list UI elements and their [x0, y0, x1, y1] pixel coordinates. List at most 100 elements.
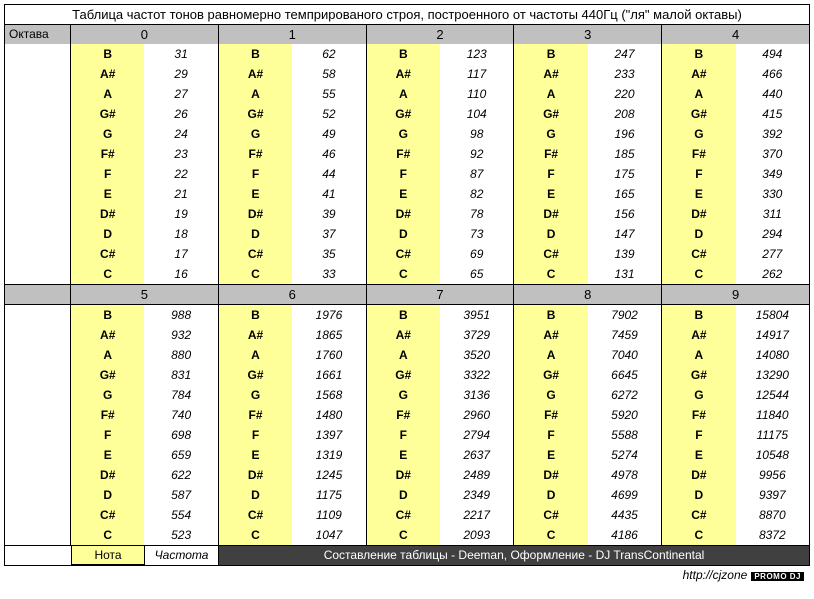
note-row: B15804	[662, 305, 809, 325]
note-cell: B	[514, 305, 587, 325]
frequency-table: Таблица частот тонов равномерно темприро…	[4, 4, 810, 566]
note-cell: C#	[662, 244, 735, 264]
freq-cell: 16	[144, 264, 217, 284]
freq-cell: 6645	[588, 365, 661, 385]
note-cell: G	[367, 124, 440, 144]
note-row: D#622	[71, 465, 218, 485]
freq-cell: 262	[736, 264, 809, 284]
freq-cell: 69	[440, 244, 513, 264]
note-cell: F	[71, 425, 144, 445]
note-cell: C#	[514, 505, 587, 525]
note-cell: A	[71, 345, 144, 365]
note-row: F#92	[367, 144, 514, 164]
freq-cell: 46	[292, 144, 365, 164]
freq-cell: 1397	[292, 425, 365, 445]
freq-cell: 98	[440, 124, 513, 144]
freq-cell: 233	[588, 64, 661, 84]
note-cell: F	[219, 164, 292, 184]
octave-column: B15804A#14917A14080G#13290G12544F#11840F…	[662, 305, 809, 545]
freq-cell: 2489	[440, 465, 513, 485]
note-row: E10548	[662, 445, 809, 465]
note-row: A55	[219, 84, 366, 104]
note-row: F#23	[71, 144, 218, 164]
freq-cell: 19	[144, 204, 217, 224]
note-cell: C	[514, 264, 587, 284]
freq-cell: 23	[144, 144, 217, 164]
octave-column: B1976A#1865A1760G#1661G1568F#1480F1397E1…	[219, 305, 367, 545]
note-cell: B	[71, 44, 144, 64]
note-cell: F#	[219, 405, 292, 425]
note-cell: E	[514, 445, 587, 465]
freq-cell: 26	[144, 104, 217, 124]
note-row: D294	[662, 224, 809, 244]
note-row: E659	[71, 445, 218, 465]
freq-cell: 440	[736, 84, 809, 104]
freq-cell: 17	[144, 244, 217, 264]
freq-cell: 29	[144, 64, 217, 84]
note-row: E165	[514, 184, 661, 204]
freq-cell: 92	[440, 144, 513, 164]
top-octave-header: Октава 0 1 2 3 4	[5, 25, 809, 44]
freq-cell: 831	[144, 365, 217, 385]
freq-cell: 21	[144, 184, 217, 204]
freq-cell: 41	[292, 184, 365, 204]
note-row: A14080	[662, 345, 809, 365]
note-row: D#1245	[219, 465, 366, 485]
octave-0: 0	[71, 25, 219, 44]
note-cell: C#	[367, 244, 440, 264]
note-cell: E	[71, 445, 144, 465]
freq-cell: 58	[292, 64, 365, 84]
freq-cell: 1568	[292, 385, 365, 405]
freq-cell: 175	[588, 164, 661, 184]
freq-cell: 3951	[440, 305, 513, 325]
note-cell: F	[514, 164, 587, 184]
note-cell: G	[367, 385, 440, 405]
legend-note: Нота	[71, 546, 145, 565]
freq-cell: 1760	[292, 345, 365, 365]
octave-9: 9	[662, 285, 809, 304]
freq-cell: 73	[440, 224, 513, 244]
freq-cell: 22	[144, 164, 217, 184]
freq-cell: 39	[292, 204, 365, 224]
note-cell: G	[662, 385, 735, 405]
note-cell: G#	[662, 365, 735, 385]
freq-cell: 5920	[588, 405, 661, 425]
freq-cell: 1245	[292, 465, 365, 485]
note-row: D4699	[514, 485, 661, 505]
note-cell: D#	[662, 465, 735, 485]
note-cell: G	[514, 385, 587, 405]
note-row: D#4978	[514, 465, 661, 485]
note-row: C33	[219, 264, 366, 284]
note-row: E21	[71, 184, 218, 204]
freq-cell: 11175	[736, 425, 809, 445]
freq-cell: 131	[588, 264, 661, 284]
gutter	[5, 44, 71, 284]
note-row: F#2960	[367, 405, 514, 425]
note-row: A#932	[71, 325, 218, 345]
freq-cell: 1109	[292, 505, 365, 525]
note-cell: A#	[662, 325, 735, 345]
note-row: A27	[71, 84, 218, 104]
note-cell: C#	[219, 244, 292, 264]
freq-cell: 139	[588, 244, 661, 264]
note-row: A7040	[514, 345, 661, 365]
note-cell: A	[219, 84, 292, 104]
octave-5: 5	[71, 285, 219, 304]
note-cell: D	[219, 224, 292, 244]
note-cell: C#	[662, 505, 735, 525]
note-row: C523	[71, 525, 218, 545]
note-row: B494	[662, 44, 809, 64]
freq-cell: 1865	[292, 325, 365, 345]
note-row: F#5920	[514, 405, 661, 425]
note-row: C#277	[662, 244, 809, 264]
note-cell: G	[514, 124, 587, 144]
note-cell: D#	[514, 204, 587, 224]
note-row: B1976	[219, 305, 366, 325]
note-row: F#11840	[662, 405, 809, 425]
note-cell: E	[662, 445, 735, 465]
note-cell: C	[71, 264, 144, 284]
note-row: F#185	[514, 144, 661, 164]
note-row: D1175	[219, 485, 366, 505]
note-row: G24	[71, 124, 218, 144]
freq-cell: 587	[144, 485, 217, 505]
